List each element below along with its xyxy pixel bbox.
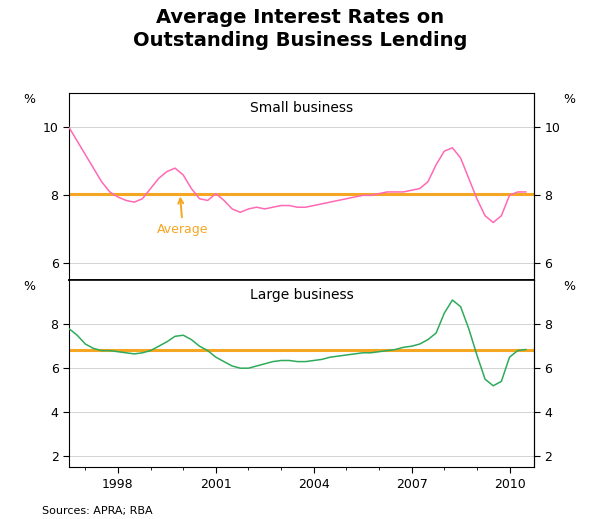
Text: %: %: [563, 93, 575, 106]
Text: Large business: Large business: [250, 288, 353, 302]
Text: Small business: Small business: [250, 101, 353, 115]
Text: Average: Average: [157, 199, 209, 236]
Text: %: %: [563, 280, 575, 293]
Text: %: %: [23, 93, 35, 106]
Text: %: %: [23, 280, 35, 293]
Text: Sources: APRA; RBA: Sources: APRA; RBA: [42, 507, 152, 516]
Text: Average Interest Rates on
Outstanding Business Lending: Average Interest Rates on Outstanding Bu…: [133, 8, 467, 50]
